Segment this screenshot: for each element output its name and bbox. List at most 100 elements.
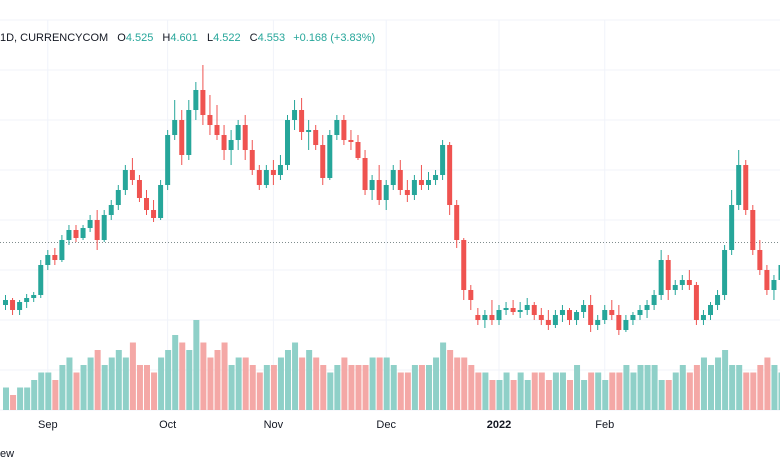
candle-body — [764, 270, 769, 290]
candle-body — [405, 190, 410, 195]
candle-body — [271, 170, 276, 175]
candle-body — [771, 280, 776, 290]
volume-bars — [3, 320, 780, 410]
open-label: O — [117, 32, 126, 44]
volume-bar — [229, 365, 235, 410]
candle-body — [45, 255, 50, 265]
volume-bar — [66, 358, 72, 411]
candle-body — [539, 315, 544, 320]
candle-body — [391, 170, 396, 185]
candle-body — [299, 110, 304, 132]
close-value: 4.553 — [258, 32, 286, 44]
volume-bar — [595, 373, 601, 411]
volume-bar — [666, 380, 672, 410]
volume-bar — [102, 365, 108, 410]
candle-body — [151, 210, 156, 218]
candle-body — [292, 110, 297, 120]
candle-body — [38, 265, 43, 295]
volume-bar — [405, 373, 411, 411]
candle-body — [489, 315, 494, 320]
candle-body — [95, 220, 100, 240]
volume-bar — [88, 358, 94, 411]
volume-bar — [461, 358, 467, 411]
candle-body — [736, 165, 741, 205]
high-value: 4.601 — [170, 32, 198, 44]
candle-body — [482, 315, 487, 320]
candle-body — [623, 320, 628, 330]
candle-body — [729, 205, 734, 250]
candle-body — [278, 165, 283, 175]
volume-bar — [45, 373, 51, 411]
volume-bar — [313, 358, 319, 411]
volume-bar — [440, 343, 446, 411]
volume-bar — [165, 350, 171, 410]
candle-body — [602, 310, 607, 320]
candle-body — [356, 142, 361, 158]
candle-body — [144, 198, 149, 210]
candle-body — [511, 308, 516, 312]
candle-body — [750, 210, 755, 250]
candle-body — [461, 240, 466, 290]
volume-bar — [630, 373, 636, 411]
candle-body — [673, 285, 678, 290]
candle-body — [179, 120, 184, 155]
volume-bar — [454, 358, 460, 411]
candle-body — [398, 170, 403, 190]
volume-bar — [638, 365, 644, 410]
volume-bar — [271, 365, 277, 410]
candle-body — [116, 190, 121, 205]
candle-body — [348, 140, 353, 142]
volume-bar — [123, 358, 129, 411]
x-tick-label: Feb — [595, 419, 614, 431]
volume-bar — [504, 373, 510, 411]
volume-bar — [81, 365, 87, 410]
candle-body — [708, 305, 713, 315]
volume-bar — [398, 373, 404, 411]
volume-bar — [412, 365, 418, 410]
volume-bar — [384, 358, 390, 411]
candle-body — [109, 205, 114, 215]
volume-bar — [186, 350, 192, 410]
candle-body — [52, 255, 57, 260]
volume-bar — [59, 365, 65, 410]
volume-bar — [574, 365, 580, 410]
close-label: C — [250, 32, 258, 44]
candle-body — [165, 135, 170, 185]
volume-bar — [489, 380, 495, 410]
candle-body — [468, 290, 473, 300]
volume-bar — [722, 350, 728, 410]
candle-body — [694, 285, 699, 320]
volume-bar — [602, 380, 608, 410]
candle-body — [645, 305, 650, 310]
volume-bar — [151, 373, 157, 411]
volume-bar — [645, 365, 651, 410]
candle-body — [313, 130, 318, 145]
candle-body — [567, 310, 572, 320]
volume-bar — [553, 373, 559, 411]
candle-body — [285, 120, 290, 165]
candle-body — [581, 305, 586, 312]
candle-body — [186, 110, 191, 155]
candle-body — [74, 230, 79, 238]
candle-body — [630, 315, 635, 320]
volume-bar — [17, 388, 23, 411]
volume-bar — [482, 373, 488, 411]
volume-bar — [532, 373, 538, 411]
candle-body — [200, 90, 205, 115]
volume-bar — [207, 358, 213, 411]
candle-body — [207, 115, 212, 125]
ohlc-legend: 1D, CURRENCYCOM O4.525 H4.601 L4.522 C4.… — [0, 32, 375, 44]
candle-body — [518, 310, 523, 312]
volume-bar — [750, 373, 756, 411]
volume-bar — [172, 335, 178, 410]
candle-body — [215, 125, 220, 135]
volume-bar — [327, 373, 333, 411]
candle-body — [59, 240, 64, 260]
candle-body — [320, 145, 325, 178]
volume-bar — [24, 388, 30, 411]
volume-bar — [497, 380, 503, 410]
volume-bar — [320, 365, 326, 410]
volume-bar — [222, 343, 228, 411]
